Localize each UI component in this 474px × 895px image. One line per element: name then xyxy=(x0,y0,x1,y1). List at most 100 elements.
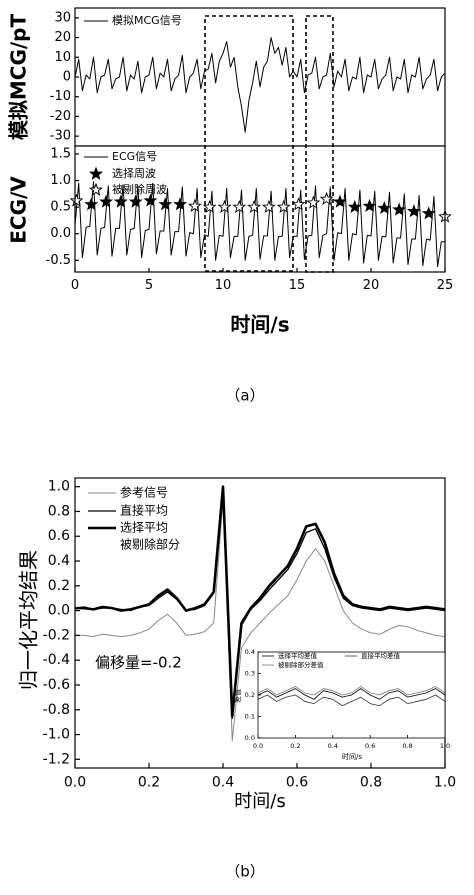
x-tick-label: 0.6 xyxy=(365,742,375,750)
star-marker xyxy=(291,197,306,211)
legend-label: 直接平均 xyxy=(120,503,168,518)
x-tick-label: 0.4 xyxy=(212,775,234,791)
y-axis-label: 模拟MCG/pT xyxy=(7,14,31,141)
y-tick-label: -20 xyxy=(50,109,71,124)
x-axis-label: 时间/s xyxy=(234,791,285,812)
x-tick-label: 25 xyxy=(437,278,454,293)
plot-frame xyxy=(74,477,446,769)
star-marker xyxy=(158,197,173,211)
star-marker xyxy=(99,194,114,208)
y-tick-label: -30 xyxy=(50,129,71,144)
star-marker xyxy=(217,199,232,214)
y-tick-label: 0.0 xyxy=(50,226,71,241)
y-tick-label: -0.4 xyxy=(43,652,70,668)
star-marker xyxy=(84,197,99,211)
legend-label: 被剔除周波 xyxy=(112,182,167,196)
dashed-highlight-box xyxy=(305,15,334,273)
legend-label: 选择平均 xyxy=(120,521,168,535)
legend-label: 参考信号 xyxy=(120,485,168,500)
data-line xyxy=(75,485,446,718)
legend-symbol xyxy=(88,182,104,197)
legend-label: 选择平均差值 xyxy=(278,651,318,660)
y-tick-label: 0.2 xyxy=(48,578,70,594)
y-axis-label: ECG/V xyxy=(7,176,31,244)
x-axis-label: 时间/s xyxy=(230,313,289,337)
y-tick-label: 30 xyxy=(54,10,71,25)
y-tick-label: 0.5 xyxy=(50,200,71,215)
star-marker xyxy=(187,198,202,212)
y-tick-label: 0.0 xyxy=(245,734,255,742)
x-tick-label: 0.8 xyxy=(360,775,382,791)
star-marker xyxy=(69,193,84,207)
star-marker xyxy=(113,194,128,208)
y-tick-label: 1.0 xyxy=(48,479,70,495)
x-tick-label: 1.0 xyxy=(440,742,450,750)
star-marker xyxy=(173,197,188,211)
star-marker xyxy=(332,194,347,208)
star-marker xyxy=(276,199,291,214)
x-tick-label: 0.0 xyxy=(253,742,263,750)
star-marker xyxy=(128,194,143,208)
x-tick-label: 5 xyxy=(145,278,153,293)
star-marker xyxy=(143,193,158,207)
y-tick-label: -10 xyxy=(50,89,71,104)
y-tick-label: 0.4 xyxy=(245,648,255,656)
legend-label: 被剔除部分 xyxy=(120,537,180,552)
dashed-highlight-box xyxy=(204,15,294,272)
x-axis-label: 时间/s xyxy=(342,752,362,761)
y-tick-label: -0.8 xyxy=(43,702,70,718)
y-tick-label: -0.2 xyxy=(43,627,70,643)
y-tick-label: 1.5 xyxy=(50,146,71,161)
x-tick-label: 0.2 xyxy=(290,742,300,750)
star-marker xyxy=(261,199,276,214)
x-tick-label: 0 xyxy=(71,278,79,293)
x-tick-label: 1.0 xyxy=(434,775,456,791)
legend-label: 被剔除部分差值 xyxy=(278,660,324,669)
y-tick-label: 0.3 xyxy=(245,670,255,678)
y-tick-label: 0 xyxy=(63,70,71,85)
y-tick-label: -1.0 xyxy=(43,727,70,743)
data-line xyxy=(257,688,446,700)
x-tick-label: 10 xyxy=(215,278,232,293)
y-tick-label: 0.0 xyxy=(48,603,70,619)
y-tick-label: 1.0 xyxy=(50,173,71,188)
y-tick-label: -0.5 xyxy=(46,253,71,268)
y-tick-label: 0.1 xyxy=(245,713,255,721)
star-marker xyxy=(202,199,217,214)
star-marker xyxy=(247,199,262,214)
star-marker xyxy=(306,195,321,209)
legend-label: 模拟MCG信号 xyxy=(112,13,182,27)
data-line xyxy=(257,686,446,696)
y-tick-label: 0.8 xyxy=(48,503,70,519)
y-tick-label: 10 xyxy=(54,50,71,65)
y-tick-label: 0.6 xyxy=(48,528,70,544)
data-line xyxy=(74,37,446,133)
data-line xyxy=(257,694,446,707)
y-tick-label: -0.6 xyxy=(43,677,70,693)
star-marker xyxy=(319,191,334,206)
x-tick-label: 15 xyxy=(289,278,306,293)
y-axis-label: 归一化平均结果 xyxy=(17,550,41,690)
legend-label: 直接平均差值 xyxy=(361,651,401,660)
caption: （b） xyxy=(225,863,265,881)
legend-label: 选择周波 xyxy=(112,166,156,180)
y-tick-label: -1.2 xyxy=(43,751,70,767)
legend-label: ECG信号 xyxy=(112,150,157,163)
star-marker xyxy=(421,206,436,220)
x-tick-label: 0.0 xyxy=(64,775,86,791)
y-tick-label: 20 xyxy=(54,30,71,45)
star-marker xyxy=(347,199,362,214)
x-tick-label: 20 xyxy=(363,278,380,293)
plot-frame xyxy=(74,145,446,273)
y-axis-label: 差值 xyxy=(233,689,242,703)
star-marker xyxy=(232,199,247,214)
star-marker xyxy=(392,202,407,216)
x-tick-label: 0.6 xyxy=(286,775,308,791)
y-tick-label: 0.2 xyxy=(245,691,255,699)
x-tick-label: 0.2 xyxy=(138,775,160,791)
x-tick-label: 0.4 xyxy=(328,742,338,750)
star-marker xyxy=(362,198,377,212)
legend-symbol xyxy=(88,166,104,181)
